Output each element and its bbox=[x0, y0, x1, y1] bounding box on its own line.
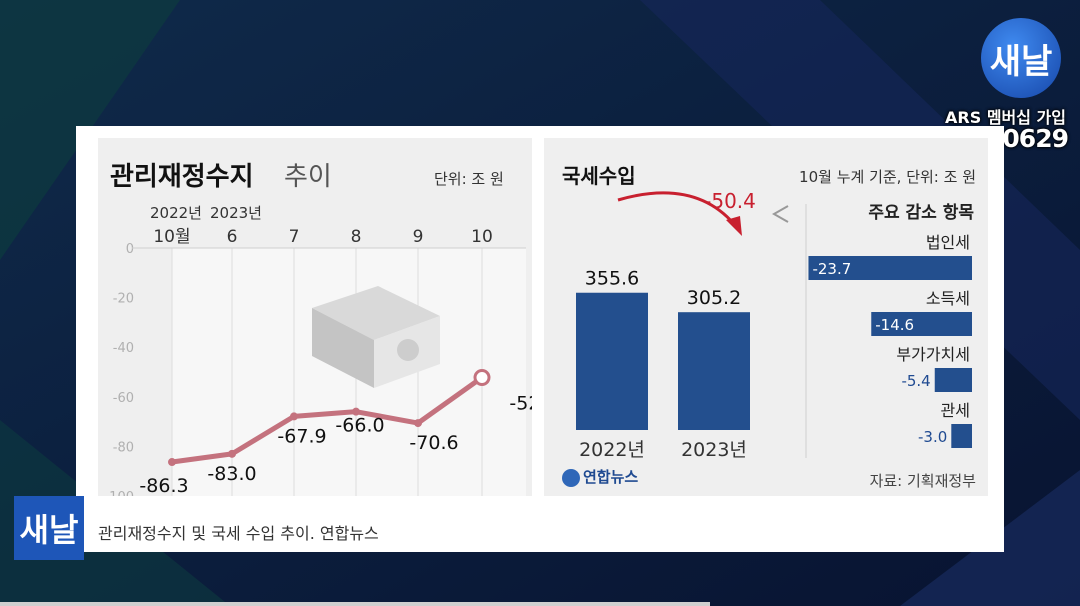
x-tick-label: 9 bbox=[413, 227, 424, 247]
data-label: -66.0 bbox=[335, 415, 384, 437]
money-side-left bbox=[312, 308, 374, 388]
source-text: 자료: 기획재정부 bbox=[869, 472, 976, 490]
data-label: -52.2 bbox=[509, 392, 532, 414]
tax-bar-charts: 355.6 2022년 305.2 2023년 -50.4 법인세 -23.7 소득세 -14.… bbox=[576, 189, 972, 461]
y-tick-label: -100 bbox=[104, 490, 134, 496]
money-stack-illustration bbox=[312, 286, 440, 388]
money-top bbox=[312, 286, 440, 340]
bar-value-label: 305.2 bbox=[687, 287, 741, 309]
decrease-item-label: 관세 bbox=[941, 401, 970, 420]
data-label: -83.0 bbox=[207, 463, 256, 485]
data-point bbox=[228, 449, 236, 458]
decrease-bar bbox=[951, 424, 972, 448]
tax-chart-title: 국세수입 bbox=[562, 164, 636, 188]
data-point bbox=[352, 407, 360, 416]
fiscal-line-chart: 0 -20 -40 -60 -80 -100 2022년 2023년 10월 6 7 8 9 10 -86.… bbox=[104, 204, 532, 496]
y-tick-label: -60 bbox=[113, 391, 134, 406]
data-point bbox=[290, 412, 298, 421]
data-label: -86.3 bbox=[139, 475, 188, 496]
bar-value-label: 355.6 bbox=[585, 268, 639, 290]
arrow-head-icon bbox=[726, 216, 742, 236]
progress-bar bbox=[0, 602, 710, 606]
decrease-bar bbox=[871, 312, 972, 336]
money-portrait bbox=[397, 339, 419, 361]
decrease-bar bbox=[934, 368, 972, 392]
yonhap-logo-icon bbox=[562, 468, 580, 487]
image-caption: 관리재정수지 및 국세 수입 추이. 연합뉴스 bbox=[98, 524, 379, 543]
year-label-2022: 2022년 bbox=[150, 204, 202, 222]
x-tick-label: 6 bbox=[227, 227, 238, 247]
y-tick-label: -80 bbox=[113, 440, 134, 455]
decrease-value-label: -14.6 bbox=[875, 316, 914, 334]
decrease-bar bbox=[808, 256, 972, 280]
decrease-item-label: 소득세 bbox=[926, 289, 970, 308]
source-logo-text: 연합뉴스 bbox=[583, 468, 639, 486]
source-logo: 연합뉴스 bbox=[562, 466, 638, 487]
x-tick-label: 10 bbox=[471, 227, 493, 247]
tax-revenue-panel: 국세수입 10월 누계 기준, 단위: 조 원 주요 감소 항목 355.6 20… bbox=[544, 138, 988, 496]
fiscal-chart-unit: 단위: 조 원 bbox=[434, 170, 504, 188]
bracket bbox=[771, 205, 789, 223]
year-label-2023: 2023년 bbox=[210, 204, 262, 222]
decrease-items-title: 주요 감소 항목 bbox=[868, 203, 974, 223]
y-tick-label: 0 bbox=[126, 242, 134, 257]
tax-revenue-bar bbox=[576, 292, 648, 430]
x-tick-label: 10월 bbox=[153, 227, 190, 247]
decrease-arrow bbox=[617, 191, 736, 225]
y-tick-label: -20 bbox=[113, 292, 134, 307]
decrease-value-label: -23.7 bbox=[812, 260, 851, 278]
x-tick-label: 7 bbox=[289, 227, 300, 247]
fiscal-balance-line bbox=[171, 375, 484, 465]
fiscal-balance-panel: 관리재정수지 추이 단위: 조 원 0 -20 -40 -60 -80 -100 2022년… bbox=[98, 138, 532, 496]
decrease-value-label: -5.4 bbox=[901, 372, 930, 390]
data-point bbox=[168, 458, 176, 467]
bar-category-label: 2023년 bbox=[681, 439, 747, 461]
data-label: -70.6 bbox=[409, 432, 458, 454]
channel-logo-badge: 새날 bbox=[14, 496, 84, 560]
tax-revenue-bar bbox=[678, 312, 750, 430]
data-point bbox=[414, 419, 422, 428]
y-tick-label: -40 bbox=[113, 341, 134, 356]
bar-category-label: 2022년 bbox=[579, 439, 645, 461]
decrease-item-label: 부가가치세 bbox=[896, 345, 970, 364]
change-label: -50.4 bbox=[704, 189, 756, 213]
fiscal-chart-title: 관리재정수지 bbox=[110, 162, 254, 192]
fiscal-chart-subtitle: 추이 bbox=[284, 162, 332, 192]
tax-chart-unit: 10월 누계 기준, 단위: 조 원 bbox=[799, 168, 976, 186]
decrease-value-label: -3.0 bbox=[918, 428, 947, 446]
data-point bbox=[473, 368, 491, 386]
channel-logo: 새날 bbox=[981, 18, 1061, 98]
membership-label: ARS 멤버십 가입 bbox=[945, 108, 1066, 127]
decrease-item-label: 법인세 bbox=[926, 233, 970, 252]
data-label: -67.9 bbox=[277, 425, 326, 447]
x-tick-label: 8 bbox=[351, 227, 362, 247]
news-image-card: 관리재정수지 추이 단위: 조 원 0 -20 -40 -60 -80 -100 2022년… bbox=[76, 126, 1004, 552]
